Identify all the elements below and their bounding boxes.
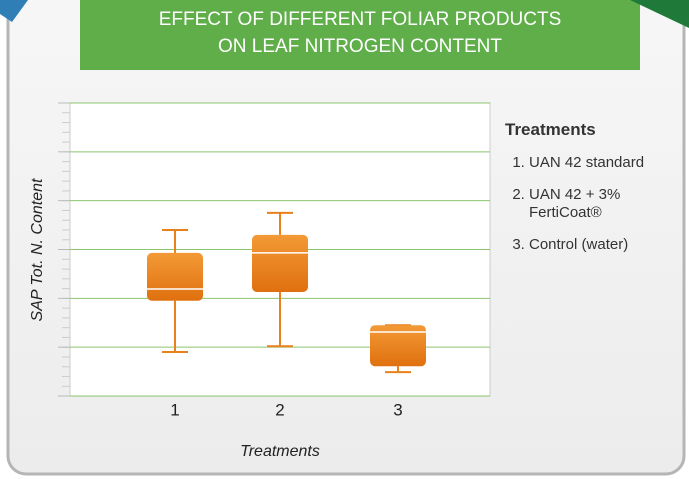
- legend-item: Control (water): [529, 236, 679, 254]
- y-axis-title: SAP Tot. N. Content: [29, 178, 46, 321]
- x-tick-label: 3: [393, 400, 402, 419]
- corner-logo: [0, 0, 28, 22]
- chart-title: ON LEAF NITROGEN CONTENT: [218, 36, 502, 57]
- legend: Treatments UAN 42 standard UAN 42 + 3% Fe…: [505, 120, 685, 268]
- corner-accent: [630, 0, 689, 28]
- legend-item: UAN 42 + 3% FertiCoat®: [529, 186, 679, 222]
- legend-list: UAN 42 standard UAN 42 + 3% FertiCoat® Con…: [505, 154, 685, 254]
- box: [370, 325, 426, 367]
- box: [252, 234, 308, 292]
- x-tick-label: 1: [170, 400, 179, 419]
- title-banner: [80, 0, 640, 70]
- box: [147, 252, 203, 301]
- x-tick-label: 2: [275, 400, 284, 419]
- x-axis-title: Treatments: [240, 443, 320, 460]
- legend-item: UAN 42 standard: [529, 154, 679, 172]
- chart-title: EFFECT OF DIFFERENT FOLIAR PRODUCTS: [159, 9, 562, 30]
- legend-title: Treatments: [505, 120, 596, 139]
